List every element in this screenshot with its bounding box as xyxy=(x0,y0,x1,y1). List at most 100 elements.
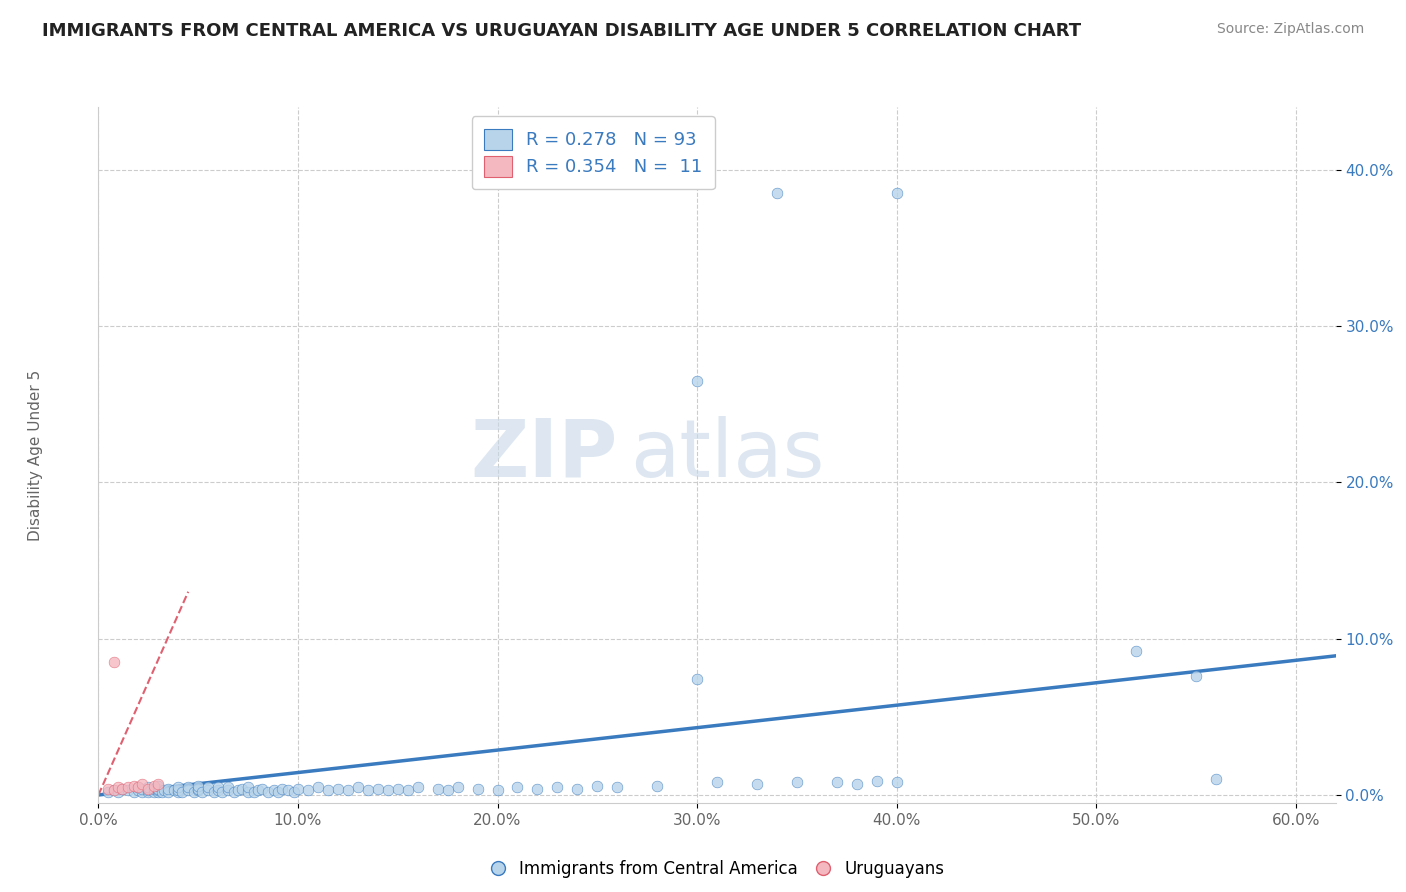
Point xyxy=(127,783,149,797)
Point xyxy=(426,781,449,796)
Point xyxy=(250,781,273,796)
Point xyxy=(148,781,170,796)
Y-axis label: Disability Age Under 5: Disability Age Under 5 xyxy=(28,369,42,541)
Point xyxy=(187,781,209,796)
Point xyxy=(546,780,568,794)
Legend: Immigrants from Central America, Uruguayans: Immigrants from Central America, Uruguay… xyxy=(482,854,952,885)
Point xyxy=(143,779,166,793)
Text: atlas: atlas xyxy=(630,416,825,494)
Point xyxy=(236,780,259,794)
Point xyxy=(267,785,290,799)
Point xyxy=(357,783,380,797)
Point xyxy=(97,785,120,799)
Point xyxy=(243,785,266,799)
Point xyxy=(127,780,149,794)
Point xyxy=(207,780,229,794)
Point xyxy=(367,781,389,796)
Point xyxy=(111,781,134,796)
Point xyxy=(263,783,285,797)
Point xyxy=(148,779,170,793)
Point xyxy=(124,779,146,793)
Point xyxy=(886,775,908,789)
Point xyxy=(336,783,359,797)
Point xyxy=(845,777,868,791)
Point xyxy=(153,783,176,797)
Text: Source: ZipAtlas.com: Source: ZipAtlas.com xyxy=(1216,22,1364,37)
Point xyxy=(1125,644,1147,658)
Point xyxy=(825,775,848,789)
Point xyxy=(131,785,153,799)
Point xyxy=(396,783,419,797)
Point xyxy=(111,781,134,796)
Point xyxy=(886,186,908,200)
Text: ZIP: ZIP xyxy=(471,416,619,494)
Point xyxy=(226,783,249,797)
Point xyxy=(506,780,529,794)
Point xyxy=(191,785,214,799)
Point xyxy=(107,780,129,794)
Point xyxy=(586,779,609,793)
Point xyxy=(211,785,233,799)
Point xyxy=(117,780,139,794)
Point xyxy=(163,783,186,797)
Point xyxy=(486,783,509,797)
Point xyxy=(606,780,628,794)
Point xyxy=(217,783,239,797)
Point xyxy=(148,777,170,791)
Point xyxy=(745,777,768,791)
Point xyxy=(127,780,149,794)
Point xyxy=(257,785,280,799)
Point xyxy=(526,781,548,796)
Point xyxy=(117,783,139,797)
Point xyxy=(1185,669,1208,683)
Point xyxy=(197,783,219,797)
Point xyxy=(645,779,668,793)
Point xyxy=(786,775,808,789)
Point xyxy=(686,374,709,388)
Point xyxy=(143,785,166,799)
Point xyxy=(287,781,309,796)
Point xyxy=(172,785,194,799)
Point xyxy=(197,780,219,794)
Point xyxy=(224,785,246,799)
Point xyxy=(167,780,190,794)
Point xyxy=(103,783,125,797)
Point xyxy=(316,783,339,797)
Point xyxy=(326,781,349,796)
Point xyxy=(124,785,146,799)
Point xyxy=(157,785,180,799)
Point xyxy=(567,781,589,796)
Point xyxy=(136,785,159,799)
Point xyxy=(217,780,239,794)
Point xyxy=(406,780,429,794)
Point xyxy=(207,783,229,797)
Point xyxy=(148,783,170,797)
Point xyxy=(236,785,259,799)
Point xyxy=(167,783,190,797)
Point xyxy=(1205,772,1227,787)
Point xyxy=(107,785,129,799)
Point xyxy=(436,783,458,797)
Point xyxy=(387,781,409,796)
Point xyxy=(231,781,253,796)
Point xyxy=(136,781,159,796)
Point xyxy=(283,785,305,799)
Point xyxy=(706,775,728,789)
Point xyxy=(202,785,225,799)
Point xyxy=(177,780,200,794)
Point xyxy=(187,779,209,793)
Point xyxy=(467,781,489,796)
Point xyxy=(157,781,180,796)
Point xyxy=(187,783,209,797)
Point xyxy=(277,783,299,797)
Point xyxy=(136,783,159,797)
Point xyxy=(686,673,709,687)
Point xyxy=(143,781,166,796)
Point xyxy=(271,781,294,796)
Point xyxy=(866,773,889,788)
Point xyxy=(183,785,205,799)
Point xyxy=(148,785,170,799)
Point xyxy=(247,783,270,797)
Point xyxy=(766,186,789,200)
Point xyxy=(150,785,173,799)
